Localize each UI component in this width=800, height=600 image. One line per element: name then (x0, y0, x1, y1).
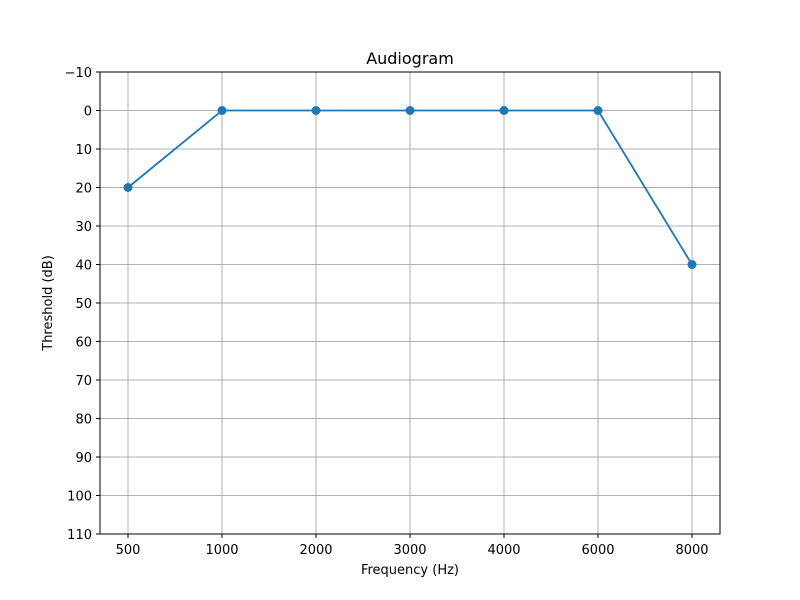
y-tick-label: 80 (75, 413, 92, 428)
y-tick-label: 110 (67, 528, 92, 543)
x-tick-label: 6000 (581, 543, 614, 558)
data-point (217, 106, 227, 115)
y-tick-label: 20 (75, 182, 92, 197)
data-point (405, 106, 415, 115)
y-tick-label: 30 (75, 220, 92, 235)
data-point (499, 106, 509, 115)
y-tick-label: 40 (75, 259, 92, 274)
data-point (123, 183, 133, 192)
series-group (123, 106, 697, 269)
ticks: 500 1000 2000 3000 4000 6000 8000 −10 0 10 20 30 40 5… (65, 66, 709, 558)
x-tick-label: 500 (116, 543, 141, 558)
chart-title: Audiogram (366, 49, 454, 68)
x-tick-label: 8000 (675, 543, 708, 558)
y-axis-label: Threshold (dB) (41, 255, 56, 352)
data-point (311, 106, 321, 115)
y-tick-label: 50 (75, 297, 92, 312)
x-axis-label: Frequency (Hz) (361, 563, 459, 578)
x-tick-label: 3000 (393, 543, 426, 558)
x-tick-label: 1000 (205, 543, 238, 558)
data-point (593, 106, 603, 115)
y-tick-label: 90 (75, 451, 92, 466)
data-point (687, 260, 697, 269)
y-tick-label: 60 (75, 336, 92, 351)
x-tick-label: 2000 (299, 543, 332, 558)
grid (100, 71, 720, 535)
y-tick-label: 10 (75, 143, 92, 158)
y-tick-label: −10 (65, 66, 92, 81)
y-tick-label: 100 (67, 490, 92, 505)
y-tick-label: 70 (75, 374, 92, 389)
x-tick-label: 4000 (487, 543, 520, 558)
y-tick-label: 0 (84, 105, 92, 120)
